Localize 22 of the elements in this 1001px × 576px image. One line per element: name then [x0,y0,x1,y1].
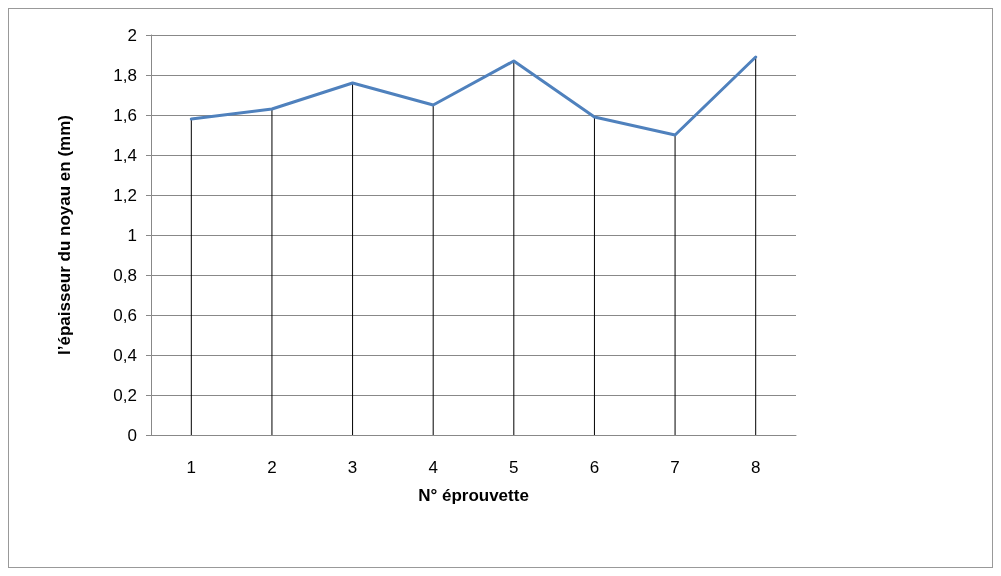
y-tick-label: 0,8 [113,265,137,285]
y-tick-label: 1,6 [113,105,137,125]
y-tick-label: 2 [127,25,137,45]
line-series [189,55,758,137]
y-tick-label: 0,2 [113,385,137,405]
x-tick-label: 7 [670,458,680,477]
y-axis-title: l’épaisseur du noyau en (mm) [55,115,74,355]
y-tick-label: 0,4 [113,345,137,365]
x-axis-title: N° éprouvette [418,486,529,505]
y-tick-label: 1,2 [113,185,137,205]
x-tick-label: 6 [589,458,600,477]
x-tick-label: 4 [428,458,438,477]
x-tick-label: 5 [509,458,519,477]
x-tick-label: 1 [186,458,197,477]
x-tick-label: 3 [347,458,358,477]
y-tick-label: 1,8 [113,65,137,85]
y-tick-label: 1,4 [113,145,137,165]
y-tick-label: 0 [127,425,137,445]
y-tick-label: 0,6 [113,305,137,325]
x-tick-label: 2 [267,458,277,477]
x-tick-label: 8 [750,458,761,477]
y-tick-label: 1 [127,225,137,245]
